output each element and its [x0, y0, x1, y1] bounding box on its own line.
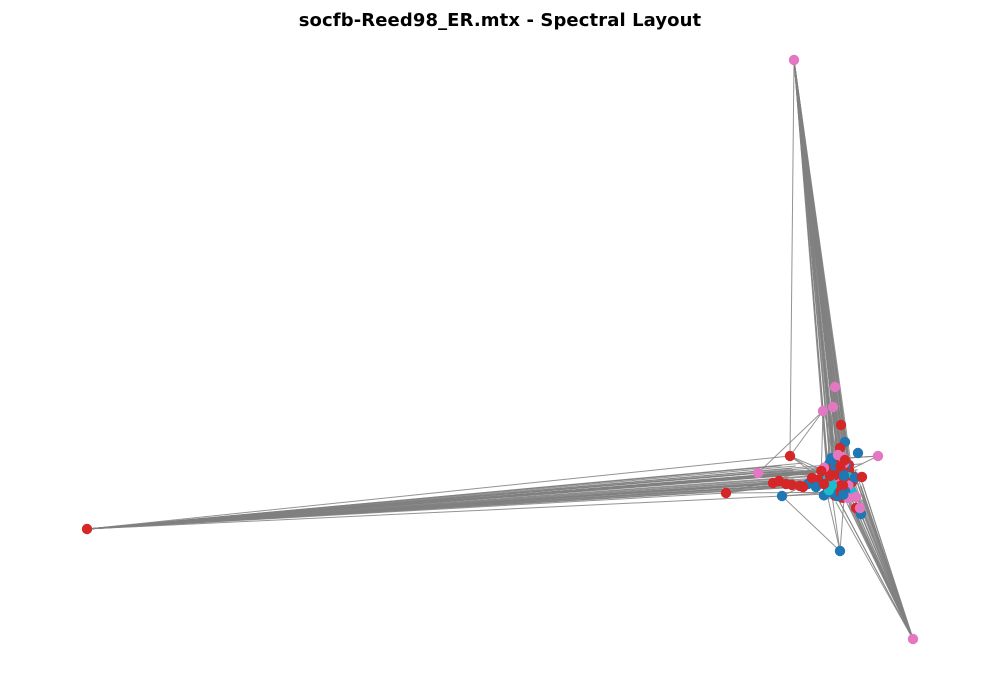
- graph-node: [856, 471, 868, 483]
- chart-title: socfb-Reed98_ER.mtx - Spectral Layout: [298, 10, 702, 31]
- graph-node: [720, 487, 732, 499]
- edge-left-fan: [86, 492, 727, 530]
- graph-node: [837, 480, 849, 491]
- edge-top-fan: [793, 59, 837, 441]
- edge-bottom-fan: [858, 472, 914, 640]
- graph-node: [776, 490, 788, 502]
- nodes-layer: [81, 54, 919, 645]
- graph-node: [872, 450, 884, 462]
- edge-bottom-fan: [842, 478, 914, 640]
- edge-left-fan: [86, 455, 791, 530]
- graph-node: [838, 489, 849, 500]
- graph-node: [810, 481, 822, 493]
- graph-node: [816, 465, 827, 477]
- edges-layer: [86, 59, 914, 640]
- outlier-node-lower: [834, 545, 846, 557]
- graph-node: [850, 491, 862, 503]
- outlier-node-left: [81, 523, 93, 535]
- graph-node: [797, 481, 809, 493]
- graph-node: [824, 470, 836, 482]
- edge-bottom-fan: [836, 495, 914, 640]
- graph-node: [838, 470, 850, 481]
- edge-left-fan: [86, 472, 845, 530]
- graph-node: [826, 480, 838, 491]
- edge-bottom-fan: [853, 471, 914, 640]
- graph-node: [839, 454, 851, 466]
- edge-top-fan: [793, 59, 824, 412]
- edge-local: [781, 495, 841, 552]
- edge-top-fan: [789, 59, 795, 457]
- graph-node: [786, 479, 798, 491]
- graph-node: [854, 502, 866, 514]
- edge-left-fan: [86, 495, 783, 530]
- edge-left-fan: [86, 482, 834, 530]
- graph-node: [827, 401, 839, 413]
- edge-bottom-fan: [835, 501, 914, 640]
- edge-local: [757, 410, 824, 474]
- graph-node: [784, 450, 796, 462]
- graph-node: [818, 478, 830, 490]
- graph-node: [852, 447, 864, 459]
- edge-top-fan: [793, 59, 836, 388]
- graph-node: [829, 381, 841, 393]
- graph-node: [817, 405, 829, 417]
- edge-local: [789, 410, 824, 457]
- edge-local: [820, 410, 824, 471]
- outlier-node-bottom-right: [907, 633, 919, 645]
- graph-node: [835, 419, 847, 431]
- edge-local: [826, 493, 841, 552]
- edge-left-fan: [86, 472, 759, 530]
- graph-node: [752, 467, 764, 479]
- outlier-node-top: [788, 54, 800, 66]
